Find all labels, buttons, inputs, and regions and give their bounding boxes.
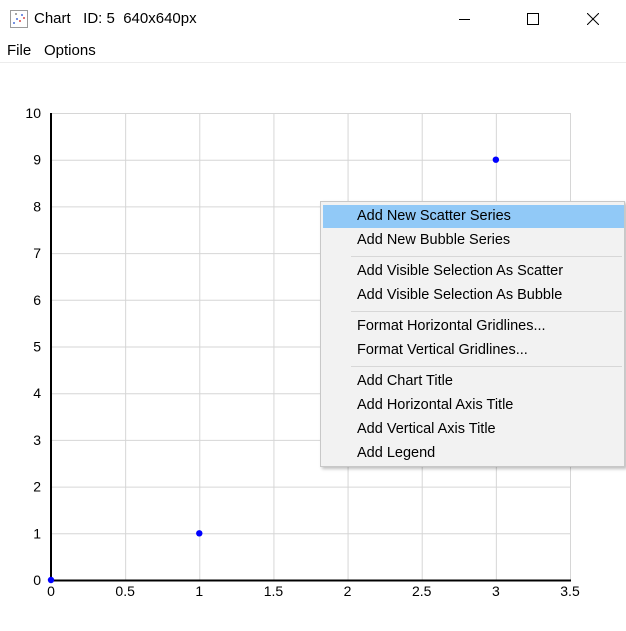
maximize-icon	[527, 13, 539, 25]
menu-item-add-visible-selection-as-scatter[interactable]: Add Visible Selection As Scatter	[357, 263, 564, 279]
window-title: Chart ID: 5 640x640px	[34, 10, 197, 27]
close-icon	[587, 13, 599, 25]
y-tick-label: 1	[33, 525, 41, 541]
menu-bar: File Options	[0, 38, 626, 63]
menu-separator	[351, 311, 622, 312]
menu-item-add-legend[interactable]: Add Legend	[357, 445, 436, 461]
data-point[interactable]	[196, 530, 203, 537]
menu-item-add-visible-selection-as-bubble[interactable]: Add Visible Selection As Bubble	[357, 287, 563, 303]
menu-separator	[351, 366, 622, 367]
menu-item-add-new-bubble-series[interactable]: Add New Bubble Series	[357, 232, 511, 248]
x-tick-label: 3.5	[560, 583, 580, 599]
menu-item-format-horizontal-gridlines[interactable]: Format Horizontal Gridlines...	[357, 318, 546, 334]
x-tick-label: 0.5	[115, 583, 135, 599]
x-tick-label: 0	[47, 583, 55, 599]
y-tick-label: 9	[33, 152, 41, 168]
scatter-chart-icon	[10, 10, 28, 28]
y-tick-label: 2	[33, 479, 41, 495]
menu-item-format-vertical-gridlines[interactable]: Format Vertical Gridlines...	[357, 342, 528, 358]
minimize-icon	[459, 19, 470, 20]
minimize-button[interactable]	[442, 0, 488, 38]
y-tick-label: 5	[33, 339, 41, 355]
context-menu: Add New Scatter Series Add New Bubble Ser…	[320, 201, 625, 467]
menu-item-add-horizontal-axis-title[interactable]: Add Horizontal Axis Title	[357, 397, 514, 413]
x-tick-label: 1	[195, 583, 203, 599]
y-tick-label: 6	[33, 292, 41, 308]
x-tick-label: 2.5	[412, 583, 432, 599]
y-tick-label: 3	[33, 432, 41, 448]
maximize-button[interactable]	[510, 0, 556, 38]
data-point[interactable]	[47, 576, 55, 584]
y-tick-label: 0	[33, 572, 41, 588]
data-point[interactable]	[492, 156, 500, 163]
menu-options[interactable]: Options	[44, 42, 96, 59]
x-tick-label: 1.5	[264, 583, 284, 599]
menu-item-add-chart-title[interactable]: Add Chart Title	[357, 373, 453, 389]
menu-file[interactable]: File	[7, 42, 32, 59]
y-tick-label: 7	[33, 245, 41, 261]
x-tick-label: 2	[344, 583, 352, 599]
x-tick-label: 3	[492, 583, 500, 599]
y-tick-label: 8	[33, 198, 41, 214]
menu-item-add-new-scatter-series[interactable]: Add New Scatter Series	[323, 205, 624, 228]
menu-item-add-vertical-axis-title[interactable]: Add Vertical Axis Title	[357, 421, 496, 437]
y-tick-label: 10	[25, 105, 41, 121]
y-tick-label: 4	[33, 385, 41, 401]
menu-separator	[351, 256, 622, 257]
title-bar[interactable]: Chart ID: 5 640x640px	[0, 0, 626, 38]
close-button[interactable]	[570, 0, 616, 38]
